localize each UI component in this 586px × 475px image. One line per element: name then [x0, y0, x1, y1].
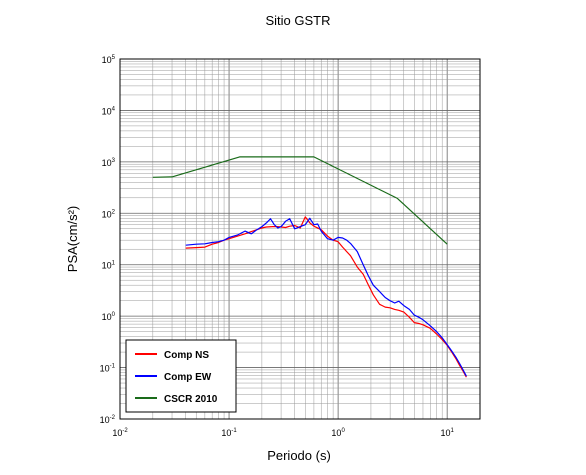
- grid: [120, 59, 480, 419]
- x-tick-label: 101: [440, 428, 454, 438]
- y-tick-label: 10-2: [100, 415, 116, 425]
- x-axis-label: Periodo (s): [267, 448, 331, 463]
- legend-label: Comp NS: [164, 350, 209, 361]
- legend-label: Comp EW: [164, 372, 212, 383]
- x-tick-label: 10-2: [112, 428, 128, 438]
- legend-box: [125, 339, 237, 413]
- legend: Comp NS Comp EW CSCR 2010: [125, 339, 237, 413]
- y-tick-label: 100: [102, 312, 116, 322]
- x-tick-label: 100: [331, 428, 345, 438]
- y-tick-label: 102: [102, 209, 116, 219]
- y-tick-label: 10-1: [100, 364, 116, 374]
- y-tick-label: 105: [102, 55, 116, 65]
- y-axis-label: PSA(cm/s²): [65, 206, 80, 272]
- plot-frame: [119, 58, 481, 420]
- series-line-comp-ew: [185, 217, 467, 377]
- x-tick-label: 10-1: [221, 428, 237, 438]
- chart-title: Sitio GSTR: [265, 13, 330, 28]
- legend-label: CSCR 2010: [164, 394, 218, 405]
- series-layer: [152, 156, 467, 378]
- tick-labels: 10-2 10-1 100 101 10-2 10-1 100 101 102 103 104 105: [100, 55, 455, 438]
- series-line-cscr-2010: [152, 156, 448, 245]
- y-tick-label: 104: [102, 106, 116, 116]
- y-tick-label: 103: [102, 158, 116, 168]
- y-tick-label: 101: [102, 261, 116, 271]
